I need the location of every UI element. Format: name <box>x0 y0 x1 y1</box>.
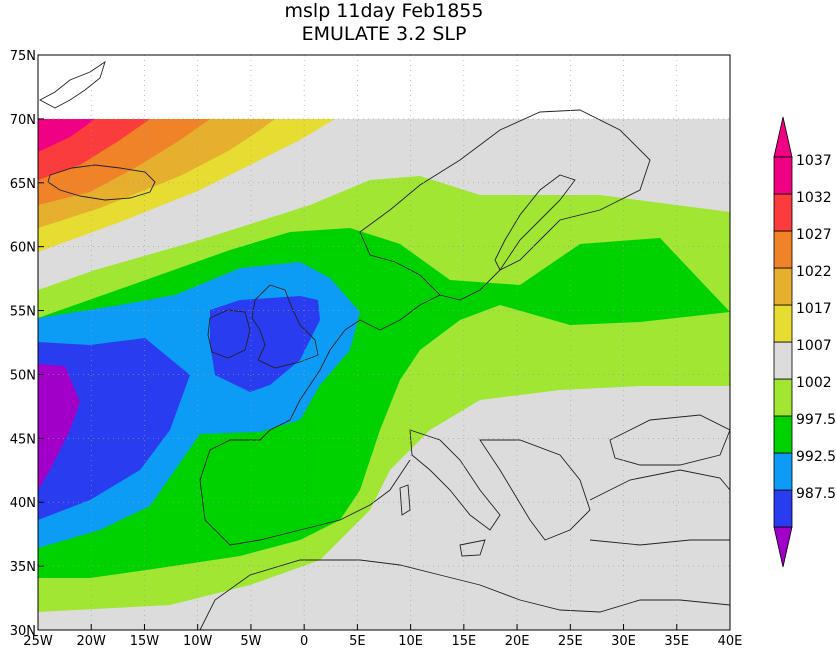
colorbar-segment <box>773 452 793 491</box>
lon-tick-label: 20W <box>77 634 107 649</box>
colorbar-segment <box>773 489 793 528</box>
colorbar-segment <box>773 415 793 454</box>
map-panel: 25W 20W 15W 10W 5W 0 5E 10E 15E 20E 25E 30E 35E 40E 7… <box>10 49 743 649</box>
lat-tick-label: 55N <box>10 305 36 320</box>
colorbar-segment <box>773 230 793 269</box>
colorbar-label: 1007 <box>796 338 832 354</box>
colorbar-segment <box>773 304 793 343</box>
lat-tick-label: 40N <box>10 496 36 511</box>
colorbar-segment <box>773 193 793 232</box>
colorbar-label: 997.5 <box>796 412 836 428</box>
lat-tick-label: 35N <box>10 560 36 575</box>
colorbar-label: 1027 <box>796 227 832 243</box>
colorbar-label: 992.5 <box>796 449 836 465</box>
lon-tick-label: 15E <box>451 634 476 649</box>
coast-baltic <box>494 174 576 271</box>
colorbar-segment <box>773 156 793 195</box>
lat-tick-label: 30N <box>10 624 36 639</box>
coast-europe-west <box>199 294 441 546</box>
colorbar-label: 1022 <box>796 264 832 280</box>
lon-tick-label: 35E <box>664 634 689 649</box>
lat-tick-label: 70N <box>10 113 36 128</box>
colorbar-segment <box>773 378 793 417</box>
colorbar-label: 987.5 <box>796 486 836 502</box>
longitude-axis: 25W 20W 15W 10W 5W 0 5E 10E 15E 20E 25E 30E 35E 40E <box>23 624 742 649</box>
colorbar-label: 1002 <box>796 375 832 391</box>
lon-tick-label: 40E <box>718 634 743 649</box>
colorbar-label: 1037 <box>796 153 832 169</box>
field-987-992 <box>38 338 190 520</box>
lon-tick-label: 10W <box>183 634 213 649</box>
latitude-axis: 75N 70N 65N 60N 55N 50N 45N 40N 35N 30N <box>10 49 44 639</box>
colorbar: 987.5 992.5 997.5 1002 1007 1017 1022 1027 1032 1… <box>773 116 836 568</box>
field-above-1037 <box>38 119 95 152</box>
gridlines <box>38 55 730 630</box>
coast-turkey <box>589 469 731 546</box>
lon-tick-label: 10E <box>398 634 423 649</box>
map-frame <box>37 54 731 631</box>
field-below-987 <box>38 364 80 490</box>
lon-tick-label: 30E <box>611 634 636 649</box>
title-line-1: mslp 11day Feb1855 <box>285 0 484 22</box>
lon-tick-label: 5E <box>349 634 366 649</box>
coast-scandinavia <box>359 109 651 301</box>
lon-tick-label: 25W <box>23 634 53 649</box>
colorbar-label: 1032 <box>796 190 832 206</box>
colorbar-segment <box>773 341 793 380</box>
lat-tick-label: 50N <box>10 368 36 383</box>
lon-tick-label: 5W <box>240 634 261 649</box>
coast-britain <box>251 284 319 369</box>
lon-tick-label: 25E <box>558 634 583 649</box>
coast-greenland <box>39 60 106 109</box>
lat-tick-label: 75N <box>10 49 36 64</box>
lon-tick-label: 0 <box>300 634 308 649</box>
lat-tick-label: 65N <box>10 177 36 192</box>
coast-iceland <box>47 164 156 201</box>
coast-italy <box>409 429 501 531</box>
title-line-2: EMULATE 3.2 SLP <box>302 23 467 45</box>
coast-sardinia <box>399 484 411 516</box>
lon-tick-label: 20E <box>505 634 530 649</box>
no-data-band <box>38 55 730 119</box>
colorbar-label: 1017 <box>796 301 832 317</box>
lon-tick-label: 15W <box>130 634 160 649</box>
coast-sicily <box>459 539 486 557</box>
coast-balkans <box>479 439 591 541</box>
colorbar-under-arrow <box>773 526 793 568</box>
lat-tick-label: 45N <box>10 432 36 447</box>
lat-tick-label: 60N <box>10 241 36 256</box>
coastlines <box>39 60 731 631</box>
coast-africa <box>199 559 731 631</box>
colorbar-over-arrow <box>773 116 793 158</box>
colorbar-segment <box>773 267 793 306</box>
